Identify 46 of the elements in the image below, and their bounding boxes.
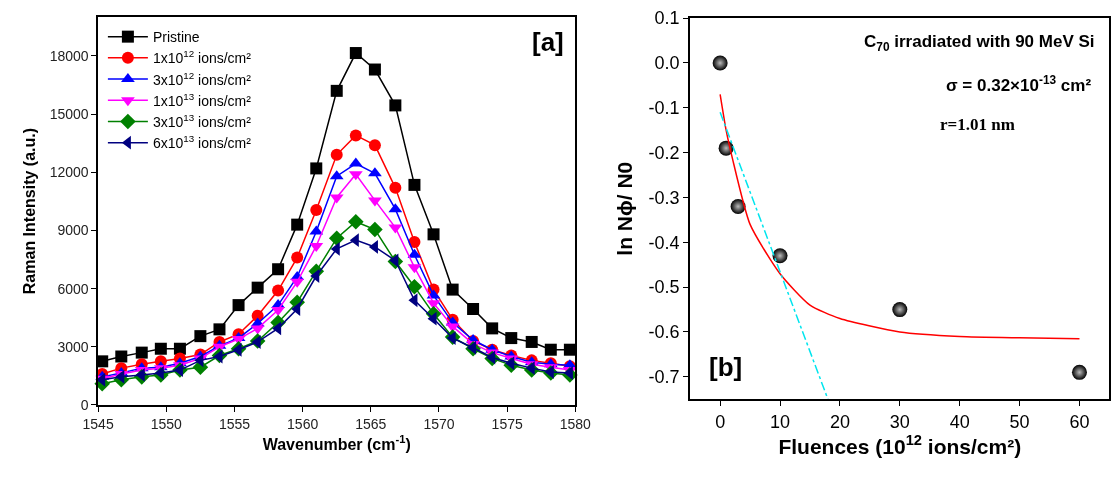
y-tick-label: 6000 (57, 280, 89, 297)
y-tick-label: 15000 (49, 106, 89, 123)
y-tick-label: 18000 (49, 47, 89, 64)
y-tick-label: 0.0 (654, 53, 680, 74)
x-tick-label: 50 (1009, 411, 1030, 432)
y-tick-label: 9000 (57, 222, 89, 239)
x-tick-label: 1575 (491, 415, 523, 432)
legend-label: 3x10$^{12}$ ions/cm² (152, 69, 252, 88)
x-axis-title: Fluences (10$^{12}$ ions/cm²) (778, 431, 1022, 458)
x-tick-label: 40 (949, 411, 970, 432)
x-tick-label: 60 (1069, 411, 1090, 432)
x-tick-label: 1565 (355, 415, 387, 432)
x-tick-label: 1545 (82, 415, 114, 432)
x-tick-label: 1550 (150, 415, 183, 432)
x-tick-label: 0 (715, 411, 726, 432)
y-tick-label: -0.1 (648, 98, 680, 119)
x-tick-label: 1580 (559, 415, 592, 432)
y-tick-label: -0.4 (648, 232, 680, 253)
annotation: σ = 0.32×10$^{-13}$ cm² (946, 73, 1092, 96)
legend-label: Pristine (152, 29, 200, 46)
y-tick-label: -0.3 (648, 187, 680, 208)
annotation: r=1.01 nm (940, 115, 1015, 134)
annotation: [a] (532, 27, 564, 57)
x-tick-label: 20 (829, 411, 850, 432)
annotation: C$_{70}$ irradiated with 90 MeV Si (864, 32, 1095, 54)
y-tick-label: 12000 (49, 164, 89, 181)
x-tick-label: 30 (889, 411, 910, 432)
y-axis-title: Raman Intensity (a.u.) (21, 127, 39, 295)
y-tick-label: -0.2 (648, 142, 680, 163)
y-tick-label: 0.1 (654, 8, 680, 29)
x-tick-label: 1560 (287, 415, 319, 432)
legend-label: 3x10$^{13}$ ions/cm² (152, 112, 252, 130)
y-tick-label: 3000 (57, 338, 89, 355)
y-tick-label: -0.6 (648, 322, 680, 343)
legend-label: 6x10$^{13}$ ions/cm² (152, 133, 252, 152)
y-tick-label: 0 (80, 396, 89, 413)
y-tick-label: -0.7 (648, 367, 680, 388)
x-tick-label: 10 (770, 411, 791, 432)
x-tick-label: 1555 (218, 415, 251, 432)
x-tick-label: 1570 (423, 415, 455, 432)
legend-label: 1x10$^{12}$ ions/cm² (152, 48, 252, 67)
y-tick-label: -0.5 (648, 277, 680, 298)
legend-label: 1x10$^{13}$ ions/cm² (152, 90, 252, 109)
x-axis-title: Wavenumber (cm$^{-1}$) (262, 433, 411, 453)
annotation: [b] (709, 352, 743, 382)
y-axis-title: ln Nϕ/ N0 (613, 161, 637, 256)
